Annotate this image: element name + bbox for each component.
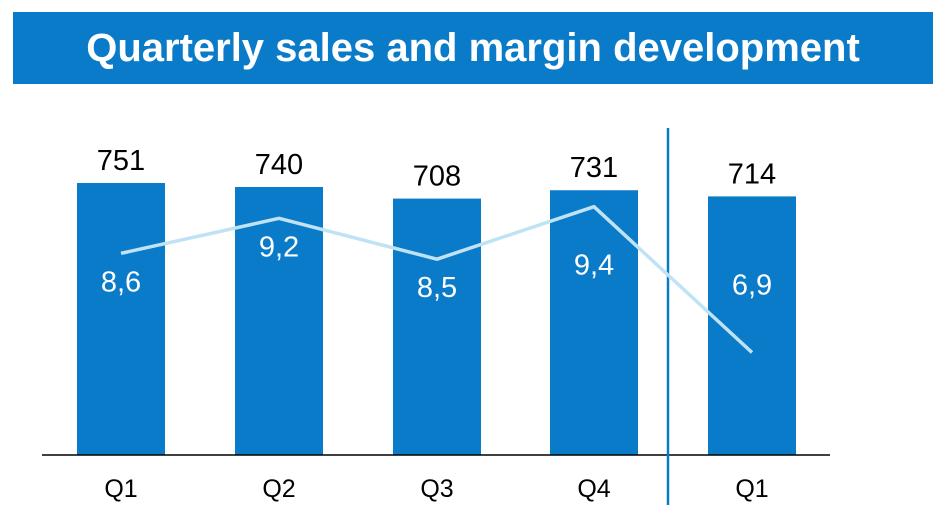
bar bbox=[393, 198, 481, 455]
margin-value-label: 9,4 bbox=[574, 250, 614, 282]
chart-title: Quarterly sales and margin development bbox=[86, 25, 860, 70]
x-tick-label: Q4 bbox=[577, 475, 610, 503]
margin-line bbox=[120, 204, 754, 354]
margin-value-label: 9,2 bbox=[259, 231, 299, 263]
margin-value-label: 8,5 bbox=[417, 272, 457, 304]
x-tick-label: Q3 bbox=[420, 475, 453, 503]
bar bbox=[550, 190, 638, 456]
bar-value-label: 714 bbox=[728, 158, 776, 190]
bar bbox=[235, 186, 323, 456]
margin-value-label: 6,9 bbox=[732, 270, 772, 302]
x-tick-label: Q1 bbox=[735, 475, 768, 503]
bar-value-label: 731 bbox=[570, 152, 618, 184]
bar bbox=[77, 183, 165, 455]
x-tick-label: Q1 bbox=[104, 475, 137, 503]
bar-value-label: 751 bbox=[97, 145, 145, 177]
bar-value-label: 708 bbox=[413, 161, 461, 193]
x-tick-label: Q2 bbox=[262, 475, 295, 503]
title-banner: Quarterly sales and margin development bbox=[13, 12, 933, 84]
bar-value-label: 740 bbox=[255, 149, 303, 181]
margin-value-label: 8,6 bbox=[101, 266, 141, 298]
